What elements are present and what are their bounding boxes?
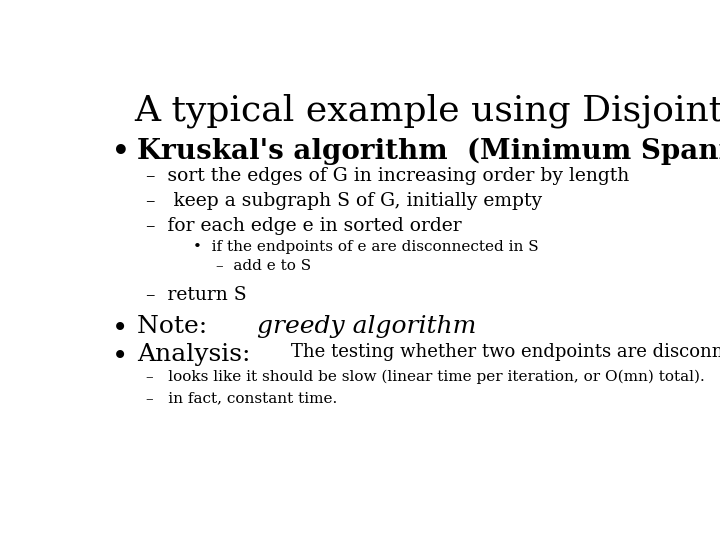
Text: –  return S: – return S [145, 286, 246, 304]
Text: Kruskal's algorithm  (Minimum Spanning Tree): Kruskal's algorithm (Minimum Spanning Tr… [138, 138, 720, 165]
Text: –  add e to S: – add e to S [215, 259, 310, 273]
Text: Analysis:: Analysis: [138, 343, 259, 366]
Text: greedy algorithm: greedy algorithm [257, 315, 477, 338]
Text: Note:: Note: [138, 315, 216, 338]
Text: –  for each edge e in sorted order: – for each edge e in sorted order [145, 217, 462, 234]
Text: •  if the endpoints of e are disconnected in S: • if the endpoints of e are disconnected… [193, 240, 539, 254]
Text: •: • [112, 316, 129, 343]
Text: •: • [112, 138, 130, 165]
Text: –  sort the edges of G in increasing order by length: – sort the edges of G in increasing orde… [145, 167, 629, 185]
Text: –   looks like it should be slow (linear time per iteration, or O(mn) total).: – looks like it should be slow (linear t… [145, 369, 705, 383]
Text: –   in fact, constant time.: – in fact, constant time. [145, 391, 337, 405]
Text: A typical example using Disjoint Set: A typical example using Disjoint Set [135, 94, 720, 129]
Text: The testing whether two endpoints are disconnected: The testing whether two endpoints are di… [291, 343, 720, 361]
Text: •: • [112, 344, 129, 371]
Text: –   keep a subgraph S of G, initially empty: – keep a subgraph S of G, initially empt… [145, 192, 542, 210]
